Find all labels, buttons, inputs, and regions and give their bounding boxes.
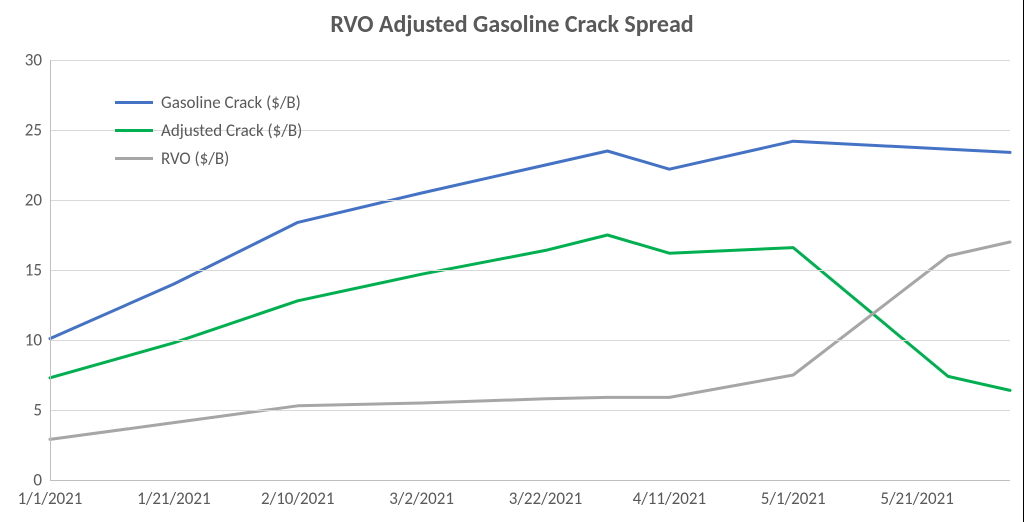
legend-item: Adjusted Crack ($/B): [115, 116, 302, 144]
legend-swatch: [115, 101, 153, 104]
gridline: [50, 60, 1010, 61]
y-tick-label: 20: [25, 190, 42, 211]
gridline: [50, 270, 1010, 271]
chart-container: RVO Adjusted Gasoline Crack Spread 05101…: [0, 0, 1024, 522]
gridline: [50, 200, 1010, 201]
y-axis-line: [50, 60, 51, 480]
x-tick-label: 3/2/2021: [389, 488, 454, 509]
series-line: [50, 235, 1010, 390]
chart-title: RVO Adjusted Gasoline Crack Spread: [0, 10, 1024, 39]
y-tick-label: 25: [25, 120, 42, 141]
x-tick-label: 5/21/2021: [880, 488, 953, 509]
legend: Gasoline Crack ($/B) Adjusted Crack ($/B)…: [115, 88, 302, 172]
legend-swatch: [115, 129, 153, 132]
x-tick-label: 1/21/2021: [137, 488, 210, 509]
x-tick-label: 2/10/2021: [261, 488, 334, 509]
legend-label: RVO ($/B): [161, 148, 229, 169]
legend-label: Adjusted Crack ($/B): [161, 120, 302, 141]
y-tick-label: 30: [25, 50, 42, 71]
y-tick-label: 15: [25, 260, 42, 281]
legend-item: RVO ($/B): [115, 144, 302, 172]
y-tick-label: 10: [25, 330, 42, 351]
x-tick-label: 4/11/2021: [633, 488, 706, 509]
x-tick-label: 5/1/2021: [761, 488, 826, 509]
gridline: [50, 410, 1010, 411]
x-tick-label: 1/1/2021: [18, 488, 83, 509]
x-tick-label: 3/22/2021: [509, 488, 582, 509]
x-axis-line: [50, 480, 1010, 481]
legend-label: Gasoline Crack ($/B): [161, 92, 301, 113]
legend-item: Gasoline Crack ($/B): [115, 88, 302, 116]
legend-swatch: [115, 157, 153, 160]
y-tick-label: 5: [33, 400, 42, 421]
gridline: [50, 340, 1010, 341]
